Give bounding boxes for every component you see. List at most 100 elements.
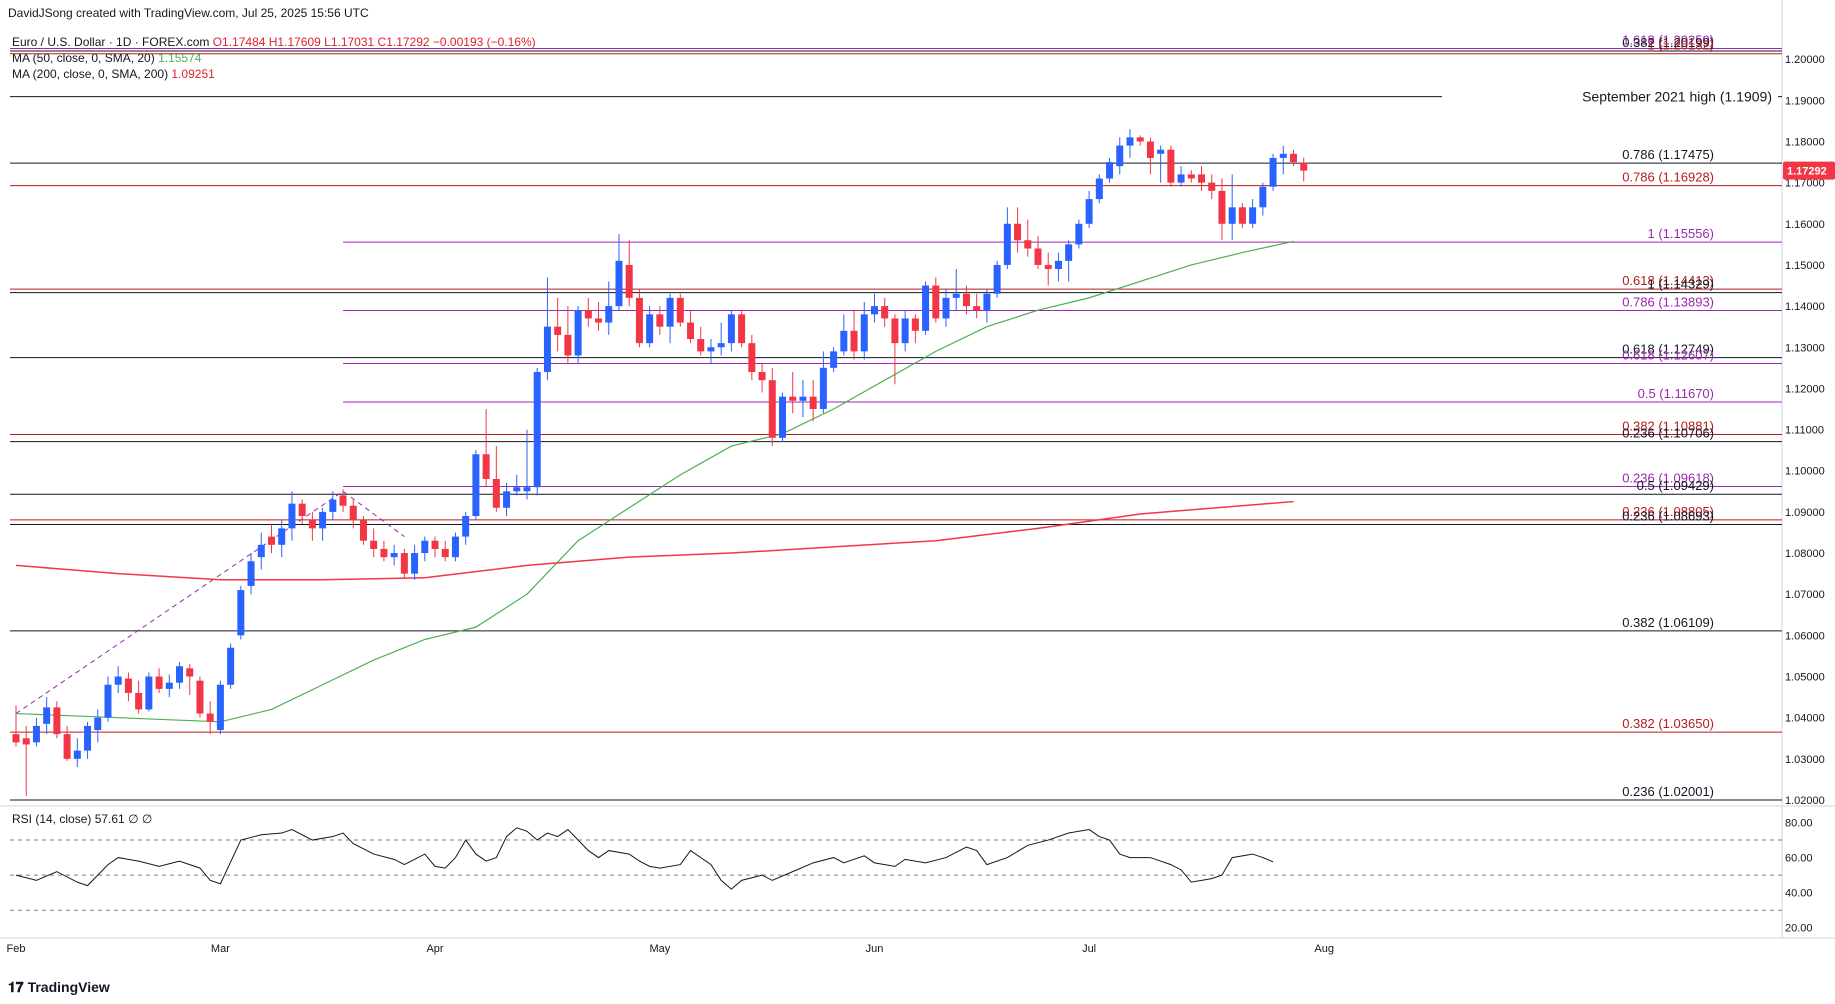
candle-body: [288, 503, 296, 529]
y-tick-label: 1.02000: [1785, 795, 1825, 807]
candle-body: [881, 306, 889, 319]
candle: [697, 326, 705, 356]
candle-body: [298, 503, 306, 517]
candle-body: [707, 347, 715, 352]
candle-body: [1003, 223, 1011, 265]
candle-body: [268, 536, 275, 545]
candle: [962, 285, 970, 315]
candle: [1187, 170, 1195, 183]
rsi-label[interactable]: RSI (14, close): [12, 812, 92, 826]
candle-body: [1177, 174, 1185, 183]
candle: [738, 310, 746, 348]
candle-body: [564, 334, 572, 356]
candle-body: [983, 293, 991, 311]
candle-body: [227, 647, 235, 685]
candle: [554, 297, 562, 352]
candle: [748, 334, 756, 381]
candle-body: [809, 396, 817, 409]
x-tick-label: Jun: [866, 943, 884, 955]
candle-body: [339, 495, 347, 506]
candle: [1146, 137, 1154, 175]
symbol-label[interactable]: Euro / U.S. Dollar · 1D · FOREX.com: [12, 35, 210, 49]
candle-body: [932, 285, 940, 319]
candle-body: [94, 717, 102, 731]
candle: [390, 544, 398, 566]
candle: [523, 429, 531, 500]
candle-body: [380, 548, 388, 558]
candle: [595, 301, 603, 331]
candle-body: [1054, 260, 1062, 270]
candle-body: [1106, 162, 1114, 179]
candle: [584, 297, 592, 327]
candle-body: [1259, 186, 1267, 208]
candle-body: [830, 351, 838, 368]
fib-level-label: 0.236 (1.08805): [1622, 504, 1714, 519]
candle-body: [1187, 174, 1195, 179]
candle-body: [656, 314, 664, 327]
candle-body: [595, 318, 603, 323]
candle: [543, 277, 551, 381]
candle-body: [789, 396, 797, 401]
candle-body: [196, 680, 204, 714]
candle: [63, 725, 71, 761]
candle: [247, 553, 255, 595]
candle-body: [165, 682, 173, 689]
candle-body: [1024, 240, 1032, 249]
y-tick-label: 1.20000: [1785, 54, 1825, 66]
candle: [1106, 157, 1114, 183]
candle-body: [462, 516, 470, 537]
candle-body: [482, 454, 490, 479]
candle: [1228, 174, 1236, 241]
y-tick-label: 1.07000: [1785, 589, 1825, 601]
candle: [768, 367, 776, 447]
candle: [809, 380, 817, 422]
candle-body: [993, 264, 1001, 294]
candle: [288, 491, 296, 541]
candle-body: [216, 684, 224, 731]
candle-body: [891, 318, 899, 344]
candle-body: [727, 314, 735, 344]
candle-body: [1075, 223, 1083, 245]
fib-level-label: 0.5 (1.11670): [1638, 386, 1714, 401]
y-tick-label: 1.16000: [1785, 219, 1825, 231]
y-tick-label: 1.05000: [1785, 672, 1825, 684]
candle-body: [1146, 141, 1154, 158]
candle: [1075, 219, 1083, 249]
candle: [574, 306, 582, 364]
rsi-y-tick-label: 60.00: [1785, 853, 1813, 865]
candle: [646, 306, 654, 348]
y-tick-label: 1.09000: [1785, 507, 1825, 519]
candle: [932, 277, 940, 323]
candle-body: [584, 310, 592, 319]
y-tick-label: 1.19000: [1785, 95, 1825, 107]
candle: [533, 367, 541, 496]
candle-body: [819, 367, 827, 409]
candle: [84, 721, 92, 759]
candle: [329, 491, 337, 521]
candle: [1054, 252, 1062, 282]
candle: [973, 293, 981, 319]
candle: [135, 680, 143, 714]
y-tick-label: 1.17000: [1785, 178, 1825, 190]
candle: [564, 306, 572, 364]
candle: [1300, 157, 1308, 182]
candle: [605, 281, 613, 335]
ma50-label[interactable]: MA (50, close, 0, SMA, 20): [12, 51, 155, 65]
ma200-label[interactable]: MA (200, close, 0, SMA, 200): [12, 67, 169, 81]
candle: [472, 450, 480, 521]
ohlc-values: O1.17484 H1.17609 L1.17031 C1.17292 −0.0…: [212, 35, 536, 49]
candle: [308, 511, 316, 541]
footer-brand[interactable]: 𝟏𝟕 TradingView: [8, 979, 110, 996]
candle-body: [124, 678, 132, 693]
candle: [656, 306, 664, 335]
candle: [104, 676, 112, 722]
candle: [165, 674, 173, 698]
candle-body: [1290, 153, 1297, 163]
y-tick-label: 1.15000: [1785, 260, 1825, 272]
x-tick-label: Apr: [426, 943, 443, 955]
footer-brand-label: TradingView: [27, 979, 110, 995]
candle-body: [1218, 190, 1226, 224]
ma50-line: [15, 240, 1294, 723]
candle-body: [748, 343, 756, 372]
